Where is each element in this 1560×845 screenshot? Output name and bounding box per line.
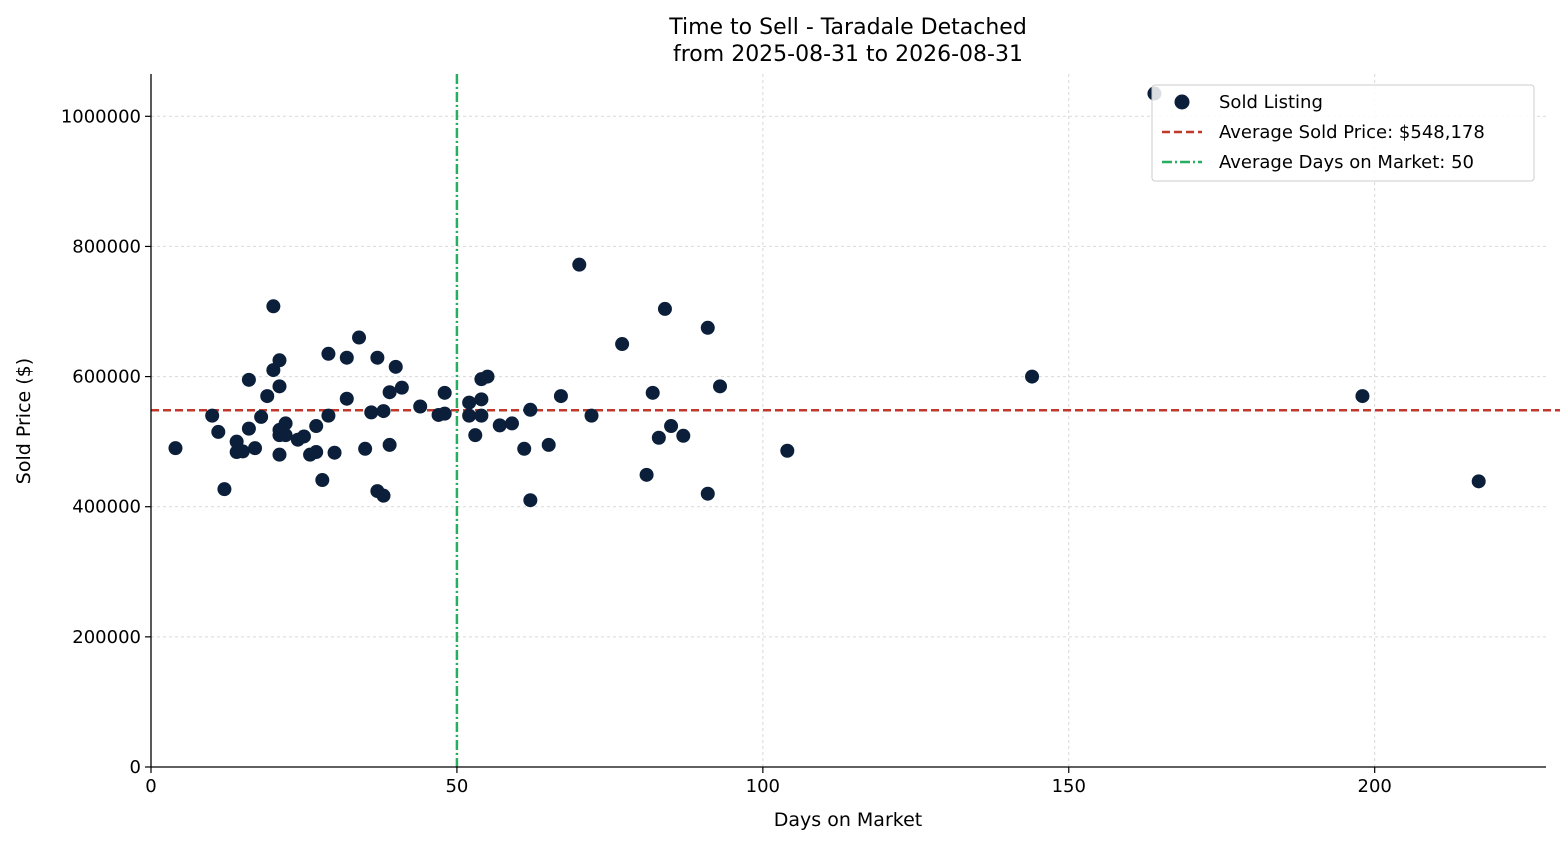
y-tick-label: 400000	[72, 497, 141, 518]
data-point	[321, 408, 336, 423]
x-tick-label: 200	[1358, 776, 1392, 797]
chart-title-line1: Time to Sell - Taradale Detached	[668, 15, 1027, 40]
data-point	[235, 444, 250, 459]
data-point	[254, 409, 269, 424]
data-point	[382, 385, 397, 400]
data-point	[615, 337, 630, 352]
data-point	[437, 385, 452, 400]
data-point	[217, 482, 232, 497]
data-point	[278, 428, 293, 443]
data-points	[168, 86, 1486, 508]
grid-lines	[151, 74, 1546, 767]
axes	[145, 74, 1546, 773]
x-axis-label: Days on Market	[774, 809, 922, 831]
data-point	[572, 257, 587, 272]
data-point	[553, 389, 568, 404]
data-point	[309, 419, 324, 434]
y-tick-label: 200000	[72, 627, 141, 648]
data-point	[700, 320, 715, 335]
legend-label-avg-price: Average Sold Price: $548,178	[1219, 122, 1485, 143]
y-tick-label: 1000000	[61, 106, 141, 127]
data-point	[657, 301, 672, 316]
data-point	[780, 443, 795, 458]
data-point	[272, 379, 287, 394]
data-point	[241, 372, 256, 387]
data-point	[370, 350, 385, 365]
data-point	[211, 424, 226, 439]
data-point	[266, 299, 281, 314]
data-point	[394, 380, 409, 395]
data-point	[700, 486, 715, 501]
data-point	[309, 445, 324, 460]
data-point	[462, 408, 477, 423]
data-point	[1025, 369, 1040, 384]
data-point	[504, 416, 519, 431]
data-point	[413, 399, 428, 414]
data-point	[327, 445, 342, 460]
data-point	[523, 493, 538, 508]
legend-point-marker	[1174, 94, 1190, 110]
data-point	[241, 421, 256, 436]
data-point	[713, 379, 728, 394]
data-point	[517, 441, 532, 456]
data-point	[364, 405, 379, 420]
data-point	[296, 429, 311, 444]
data-point	[321, 346, 336, 361]
data-point	[260, 389, 275, 404]
chart-title-line2: from 2025-08-31 to 2026-08-31	[673, 42, 1023, 67]
data-point	[541, 437, 556, 452]
data-point	[664, 419, 679, 434]
x-tick-label: 100	[746, 776, 780, 797]
data-point	[645, 385, 660, 400]
data-point	[676, 428, 691, 443]
y-tick-label: 800000	[72, 236, 141, 257]
data-point	[388, 359, 403, 374]
data-point	[352, 330, 367, 345]
data-point	[523, 402, 538, 417]
data-point	[376, 488, 391, 503]
legend-box	[1151, 84, 1535, 182]
data-point	[168, 441, 183, 456]
y-tick-label: 0	[130, 757, 141, 778]
data-point	[468, 428, 483, 443]
y-tick-label: 600000	[72, 367, 141, 388]
data-point	[382, 437, 397, 452]
data-point	[339, 391, 354, 406]
data-point	[480, 369, 495, 384]
legend-label-avg-days: Average Days on Market: 50	[1219, 152, 1474, 173]
data-point	[278, 416, 293, 431]
legend: Sold Listing Average Sold Price: $548,17…	[1151, 84, 1535, 182]
data-point	[584, 408, 599, 423]
y-axis-label: Sold Price ($)	[13, 358, 35, 484]
data-point	[315, 473, 330, 488]
data-point	[474, 408, 489, 423]
legend-label-sold: Sold Listing	[1219, 92, 1323, 113]
data-point	[492, 418, 507, 433]
data-point	[651, 430, 666, 445]
x-tick-label: 0	[145, 776, 156, 797]
data-point	[205, 408, 220, 423]
data-point	[474, 392, 489, 407]
data-point	[1471, 474, 1486, 489]
data-point	[272, 447, 287, 462]
data-point	[462, 395, 477, 410]
x-tick-label: 50	[445, 776, 468, 797]
tick-labels: 0 50 100 150 200 0 200000 400000 600000 800000 100…	[61, 106, 1392, 797]
data-point	[639, 467, 654, 482]
data-point	[1355, 389, 1370, 404]
x-tick-label: 150	[1052, 776, 1086, 797]
data-point	[248, 441, 263, 456]
data-point	[376, 404, 391, 419]
data-point	[272, 353, 287, 368]
data-point	[358, 441, 373, 456]
data-point	[437, 406, 452, 421]
data-point	[339, 350, 354, 365]
